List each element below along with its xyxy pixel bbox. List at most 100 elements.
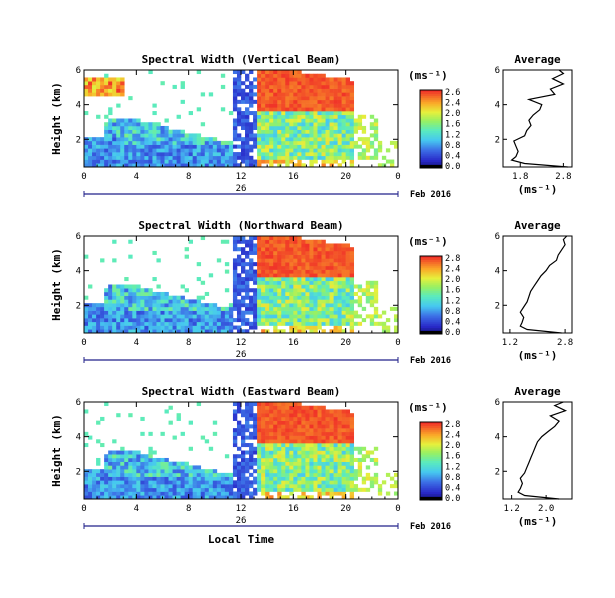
heatmap-cell [192,325,198,330]
heatmap-cell [281,269,286,274]
heatmap-cell [373,480,379,485]
heatmap-cell [381,480,387,485]
heatmap-cell [265,148,270,153]
heatmap-cell [369,125,375,130]
heatmap-cell [329,159,334,164]
heatmap-cell [144,329,149,334]
heatmap-cell [309,111,314,116]
heatmap-cell [273,129,278,134]
heatmap-cell [104,122,109,127]
heatmap-cell [224,159,230,164]
heatmap-cell [112,306,117,311]
heatmap-cell [341,114,346,119]
heatmap-cell [236,236,242,241]
heatmap-cell [265,321,270,326]
heatmap-cell [297,476,302,481]
heatmap-cell [373,299,379,304]
heatmap-cell [164,329,169,334]
heatmap-cell [313,409,318,414]
heatmap-cell [305,114,310,119]
heatmap-cell [216,329,222,334]
heatmap-cell [273,99,278,104]
heatmap-cell [273,310,278,315]
heatmap-cell [357,125,363,130]
heatmap-cell [289,70,294,75]
heatmap-cell [289,402,294,407]
heatmap-cell [265,77,270,82]
heatmap-cell [349,155,355,160]
heatmap-cell [353,284,359,289]
heatmap-cell [357,487,363,492]
heatmap-cell [333,303,338,308]
heatmap-cell [176,299,181,304]
heatmap-cell [321,416,326,421]
heatmap-cell [96,484,101,489]
heatmap-cell [172,314,177,319]
heatmap-cell [313,118,318,123]
heatmap-cell [232,70,238,75]
heatmap-cell [257,420,262,425]
heatmap-cell [309,239,314,244]
heatmap-cell [180,144,185,149]
heatmap-cell [373,295,379,300]
heatmap-cell [277,480,282,485]
heatmap-cell [305,435,310,440]
heatmap-cell [269,254,274,259]
heatmap-cell [96,148,101,153]
heatmap-cell [140,144,145,149]
heatmap-cell [152,487,157,492]
heatmap-cell [120,318,125,323]
heatmap-cell [241,295,246,300]
heatmap-cell [116,155,121,160]
heatmap-cell [289,118,294,123]
heatmap-cell [337,461,342,466]
heatmap-cell [285,99,290,104]
heatmap-cell [245,92,250,97]
heatmap-cell [257,133,262,138]
heatmap-cell [140,306,145,311]
heatmap-cell [253,277,258,282]
heatmap-cell [289,236,294,241]
heatmap-cell [281,303,286,308]
heatmap-cell [289,288,294,293]
heatmap-cell [132,314,137,319]
heatmap-cell [321,420,326,425]
x-tick-label: 12 [236,338,247,348]
heatmap-cell [265,258,270,263]
heatmap-cell [132,476,137,481]
heatmap-cell [261,329,266,334]
heatmap-cell [188,318,193,323]
heatmap-cell [329,461,334,466]
heatmap-cell [341,258,346,263]
heatmap-cell [257,318,262,323]
heatmap-cell [337,77,342,82]
heatmap-cell [120,491,125,496]
heatmap-cell [196,262,202,267]
heatmap-cell [152,495,157,500]
heatmap-cell [337,111,342,116]
heatmap-cell [293,431,298,436]
heatmap-cell [152,295,157,300]
heatmap-cell [257,314,262,319]
heatmap-cell [176,484,181,489]
heatmap-cell [176,476,181,481]
heatmap-cell [200,487,206,492]
heatmap-cell [321,73,326,78]
heatmap-cell [329,77,334,82]
heatmap-cell [333,465,338,470]
heatmap-cell [313,122,318,127]
heatmap-cell [92,159,97,164]
heatmap-cell [96,152,101,157]
colorbar-segment [420,318,442,321]
heatmap-cell [297,306,302,311]
heatmap-cell [273,469,278,474]
heatmap-cell [257,152,262,157]
heatmap-cell [325,299,330,304]
heatmap-cell [249,273,254,278]
heatmap-cell [104,144,109,149]
heatmap-cell [321,310,326,315]
heatmap-cell [96,457,101,462]
heatmap-cell [216,476,222,481]
heatmap-cell [236,73,242,78]
heatmap-cell [88,155,93,160]
